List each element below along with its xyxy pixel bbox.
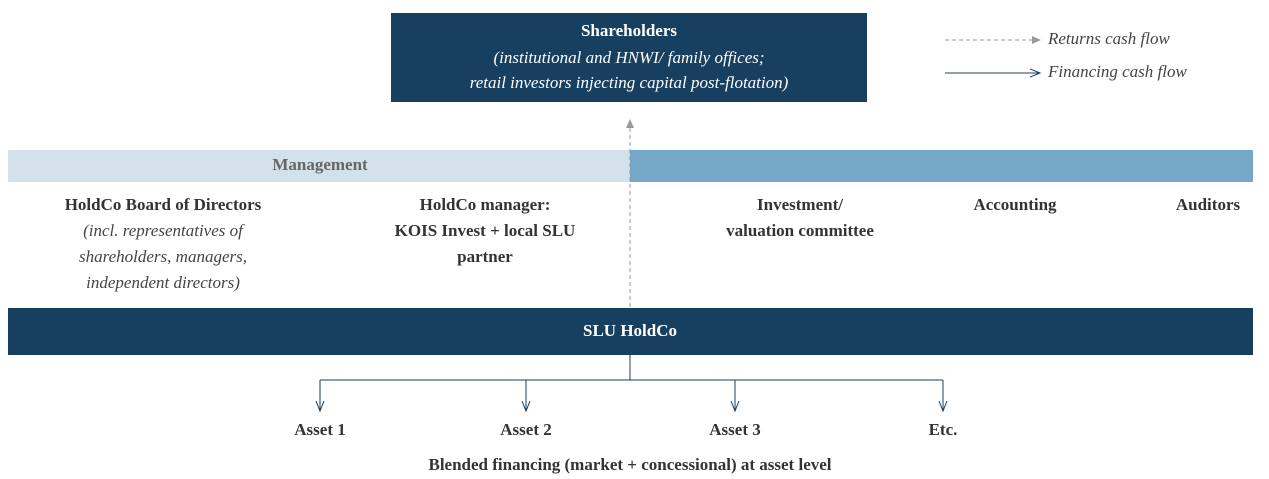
footer: Blended financing (market + concessional…	[428, 455, 831, 474]
tree-lines	[320, 355, 943, 381]
column-subtitle: (incl. representatives of	[83, 221, 245, 240]
shareholders-line: (institutional and HNWI/ family offices;	[493, 48, 764, 67]
management-label: Management	[272, 155, 368, 174]
legend-financing: Financing cash flow	[1047, 62, 1187, 81]
column-subtitle: independent directors)	[86, 273, 240, 292]
column-title: Auditors	[1176, 195, 1241, 214]
column-title: partner	[457, 247, 513, 266]
governance-bar	[630, 150, 1253, 182]
column-title: KOIS Invest + local SLU	[395, 221, 576, 240]
column-title: Accounting	[973, 195, 1057, 214]
shareholders-box	[391, 13, 867, 102]
asset-label: Asset 1	[294, 420, 345, 439]
column-title: HoldCo Board of Directors	[65, 195, 262, 214]
column-title: valuation committee	[726, 221, 874, 240]
column-title: HoldCo manager:	[420, 195, 551, 214]
holdco-label: SLU HoldCo	[583, 321, 677, 340]
asset-label: Asset 3	[709, 420, 760, 439]
management-bar	[8, 150, 630, 182]
legend-returns: Returns cash flow	[1047, 29, 1170, 48]
holdco-bar	[8, 308, 1253, 355]
asset-label: Asset 2	[500, 420, 551, 439]
column-title: Investment/	[757, 195, 843, 214]
column-subtitle: shareholders, managers,	[79, 247, 247, 266]
asset-label: Etc.	[929, 420, 958, 439]
shareholders-title: Shareholders	[581, 21, 677, 40]
shareholders-line: retail investors injecting capital post-…	[470, 73, 789, 92]
